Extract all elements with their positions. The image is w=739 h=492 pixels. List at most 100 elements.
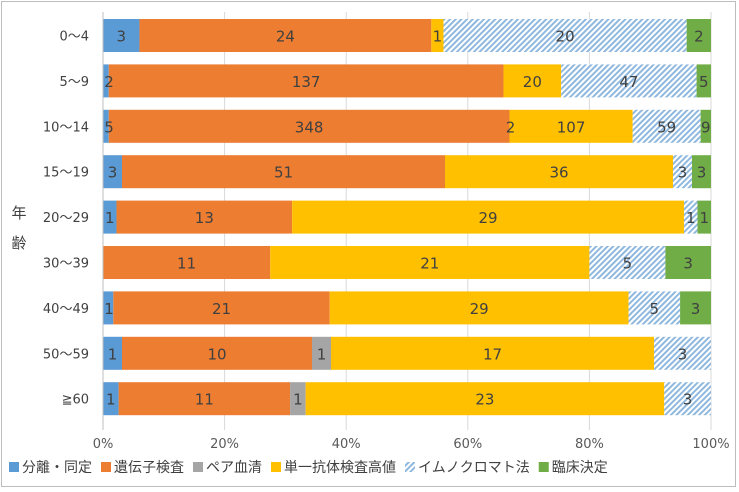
- x-tick-label: 100%: [692, 437, 729, 452]
- data-label: 3: [683, 255, 693, 273]
- bar-segment: [103, 336, 122, 370]
- x-tick-label: 60%: [453, 437, 482, 452]
- data-label: 36: [549, 164, 568, 182]
- bar-segment: [692, 155, 711, 189]
- data-label: 3: [116, 28, 126, 46]
- bar-segment: [103, 291, 114, 325]
- legend-swatch: [271, 462, 281, 472]
- bar-segment: [103, 64, 109, 98]
- axes: 0% 20% 40% 60% 80% 100% 0〜4 5〜9 10〜14 15〜19 20〜29 3…: [11, 12, 730, 452]
- bar-segment: [312, 336, 331, 370]
- bar-segment: [561, 64, 697, 98]
- x-tick-label: 80%: [575, 437, 604, 452]
- data-label: 59: [657, 118, 676, 136]
- bar-segment: [700, 109, 711, 143]
- bar-segment: [103, 382, 119, 416]
- bar-segment: [683, 200, 698, 234]
- data-label: 29: [479, 209, 498, 227]
- y-tick-label: 10〜14: [43, 120, 89, 135]
- data-label: 20: [556, 28, 575, 46]
- bar-segment: [270, 246, 590, 279]
- y-tick-label: 30〜39: [43, 257, 89, 272]
- data-label: 3: [678, 164, 688, 182]
- data-label: 1: [108, 345, 118, 363]
- data-label: 1: [686, 209, 696, 227]
- bar-segment: [122, 155, 445, 189]
- data-label: 21: [212, 300, 231, 318]
- bar-segment: [290, 382, 306, 416]
- bar-segment: [445, 155, 673, 189]
- bar-segment: [116, 200, 293, 234]
- data-label: 5: [104, 118, 114, 136]
- data-label: 1: [699, 209, 709, 227]
- data-label: 3: [678, 345, 688, 363]
- bar-segment: [654, 336, 711, 370]
- data-label: 2: [104, 73, 114, 91]
- legend-label: ペア血清: [206, 460, 262, 476]
- y-axis-title-char: 齢: [11, 234, 26, 252]
- bar-segment: [122, 336, 312, 370]
- bar-segment: [697, 200, 711, 234]
- data-label: 1: [317, 345, 327, 363]
- data-label: 47: [619, 73, 638, 91]
- y-tick-label: 5〜9: [59, 75, 89, 90]
- legend-label: イムノクロマト法: [418, 460, 530, 476]
- legend-swatch: [538, 462, 549, 472]
- x-tick-label: 0%: [93, 437, 114, 452]
- data-label: 5: [623, 255, 633, 273]
- data-label: 10: [207, 345, 226, 363]
- bar-segment: [329, 291, 629, 325]
- data-label: 13: [195, 209, 214, 227]
- data-label: 2: [506, 118, 516, 136]
- bar-segment: [696, 64, 711, 98]
- data-label: 3: [683, 391, 693, 409]
- data-label: 2: [694, 28, 704, 46]
- bar-segment: [139, 19, 432, 52]
- data-label: 23: [475, 391, 494, 409]
- bar-segment: [108, 64, 504, 98]
- bar-segment: [443, 19, 687, 52]
- bar-segment: [665, 246, 711, 279]
- bar-segment: [103, 19, 140, 52]
- bar-segment: [103, 155, 122, 189]
- data-label: 1: [106, 391, 116, 409]
- bar-segment: [103, 246, 271, 279]
- y-tick-label: ≧60: [62, 393, 89, 408]
- bars: [103, 19, 711, 416]
- x-tick-label: 20%: [210, 437, 239, 452]
- data-label: 11: [177, 255, 196, 273]
- data-label: 20: [523, 73, 542, 91]
- legend-swatch: [9, 462, 19, 472]
- bar-segment: [431, 19, 444, 52]
- data-label: 1: [293, 391, 303, 409]
- bar-segment: [686, 19, 711, 52]
- bar-segment: [331, 336, 654, 370]
- legend-label: 分離・同定: [22, 459, 92, 476]
- x-tick-label: 40%: [332, 437, 361, 452]
- y-tick-label: 0〜4: [59, 30, 89, 45]
- y-tick-label: 50〜59: [43, 347, 89, 362]
- bar-segment: [628, 291, 681, 325]
- data-label: 1: [104, 300, 114, 318]
- data-label: 51: [274, 164, 293, 182]
- data-label: 9: [701, 118, 711, 136]
- data-label: 21: [420, 255, 439, 273]
- bar-segment: [103, 200, 117, 234]
- data-label: 3: [697, 164, 707, 182]
- y-axis-title-char: 年: [11, 204, 26, 222]
- bar-segment: [292, 200, 684, 234]
- data-label: 1: [105, 209, 115, 227]
- data-label: 5: [650, 300, 660, 318]
- data-label: 107: [557, 118, 586, 136]
- data-label: 5: [699, 73, 709, 91]
- data-label: 3: [108, 164, 118, 182]
- bar-segment: [680, 291, 711, 325]
- y-tick-label: 20〜29: [43, 211, 89, 226]
- bar-segment: [108, 109, 510, 143]
- bar-segment: [673, 155, 692, 189]
- data-label: 11: [195, 391, 214, 409]
- bar-segment: [509, 109, 633, 143]
- bar-segment: [113, 291, 330, 325]
